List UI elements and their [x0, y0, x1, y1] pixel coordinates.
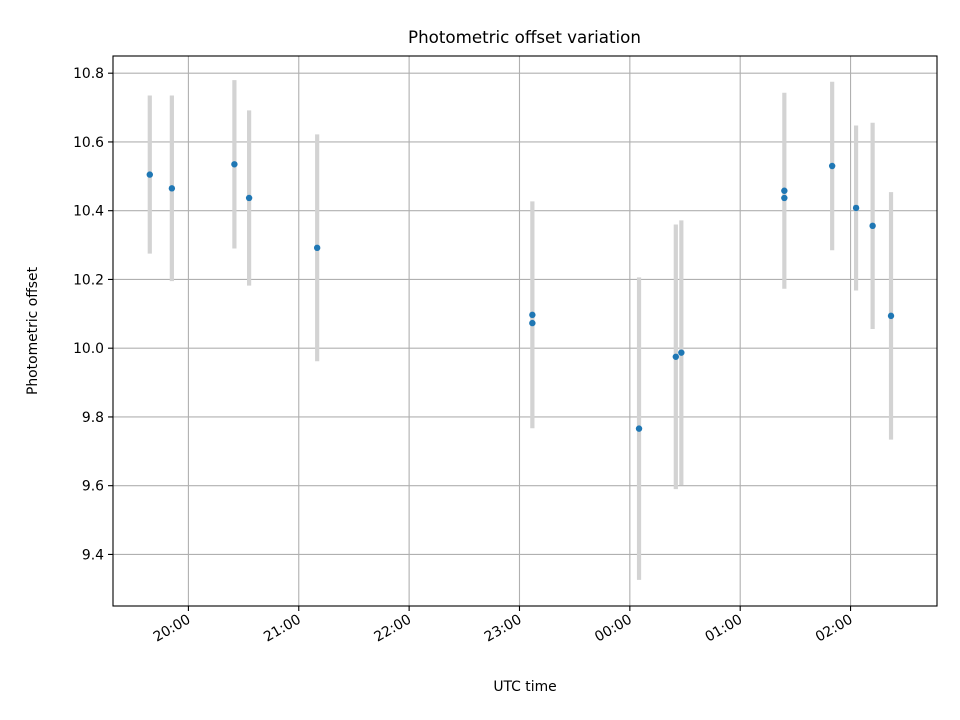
data-point	[231, 161, 238, 168]
data-point	[529, 319, 536, 327]
chart-title: Photometric offset variation	[408, 27, 641, 47]
data-point	[869, 222, 876, 230]
data-point	[672, 353, 680, 360]
data-point	[168, 185, 176, 192]
x-tick-label: 00:00	[592, 612, 635, 646]
plot-frame	[112, 55, 938, 607]
data-point	[852, 204, 860, 212]
y-tick-label: 10.2	[73, 272, 104, 288]
x-tick-label: 21:00	[261, 612, 304, 646]
y-tick-label: 10.4	[73, 204, 104, 220]
data-point	[529, 311, 536, 319]
x-tick-label: 02:00	[813, 612, 856, 646]
data-point	[828, 162, 836, 170]
x-tick-label: 20:00	[151, 612, 194, 646]
data-point	[146, 171, 153, 178]
data-point	[678, 349, 685, 356]
data-point	[887, 312, 895, 320]
data-point	[781, 194, 788, 202]
x-tick-label: 01:00	[703, 612, 746, 646]
data-point	[635, 425, 643, 432]
grid	[113, 56, 937, 606]
y-axis-label: Photometric offset	[25, 266, 41, 395]
y-tick-label: 10.8	[73, 66, 104, 82]
y-tick-label: 9.4	[82, 547, 104, 563]
x-tick-label: 23:00	[482, 612, 525, 646]
y-tick-label: 9.6	[82, 479, 104, 495]
error-bars	[147, 80, 894, 580]
y-tick-label: 9.8	[82, 410, 104, 426]
x-axis-ticks: 20:00 21:00 22:00 23:00 00:00 01:00 02:00	[151, 606, 856, 645]
data-points	[146, 161, 895, 432]
x-axis-label: UTC time	[493, 679, 556, 695]
data-point	[781, 187, 788, 194]
data-point	[245, 194, 253, 202]
y-tick-label: 10.6	[73, 135, 104, 151]
data-point	[313, 244, 321, 252]
x-tick-label: 22:00	[371, 612, 414, 646]
y-axis-ticks: 9.4 9.6 9.8 10.0 10.2 10.4 10.6 10.8	[73, 66, 113, 563]
y-tick-label: 10.0	[73, 341, 104, 357]
